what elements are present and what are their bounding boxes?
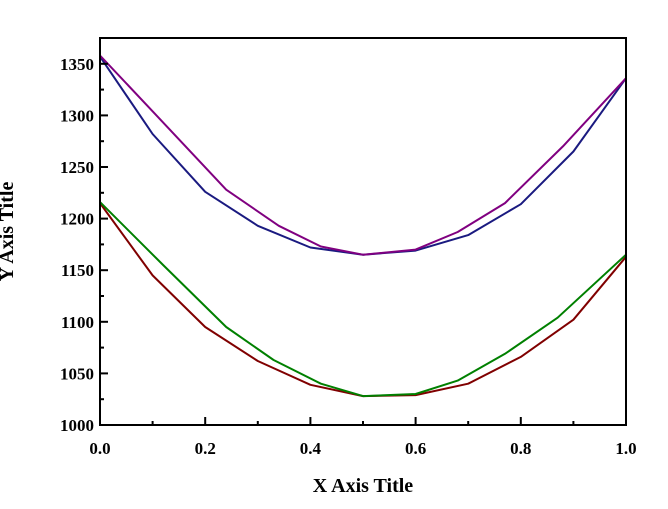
y-tick-label: 1050 bbox=[60, 364, 94, 383]
plot-frame bbox=[99, 37, 627, 426]
x-axis-ticks: 0.0 0.2 0.4 0.6 0.8 1.0 bbox=[89, 417, 637, 458]
y-tick-label: 1000 bbox=[60, 416, 94, 435]
x-tick-label: 0.8 bbox=[510, 439, 531, 458]
series-line-4 bbox=[99, 201, 627, 398]
series-line-3 bbox=[99, 202, 627, 398]
y-tick-label: 1300 bbox=[60, 106, 94, 125]
y-tick-label: 1350 bbox=[60, 55, 94, 74]
x-tick-label: 1.0 bbox=[615, 439, 636, 458]
x-axis-title: X Axis Title bbox=[313, 475, 414, 497]
y-tick-label: 1100 bbox=[61, 313, 94, 332]
y-axis-title: Y Axis Title bbox=[0, 182, 18, 282]
x-tick-label: 0.2 bbox=[195, 439, 216, 458]
y-tick-label: 1200 bbox=[60, 210, 94, 229]
x-tick-label: 0.0 bbox=[89, 439, 110, 458]
y-tick-label: 1150 bbox=[61, 261, 94, 280]
y-axis-ticks: 1000 1050 1100 1150 1200 1250 1300 1350 bbox=[60, 55, 108, 435]
y-tick-label: 1250 bbox=[60, 158, 94, 177]
series-layer bbox=[99, 54, 627, 398]
x-tick-label: 0.6 bbox=[405, 439, 426, 458]
series-line-1 bbox=[99, 56, 627, 256]
series-line-2 bbox=[99, 54, 627, 256]
x-tick-label: 0.4 bbox=[300, 439, 322, 458]
